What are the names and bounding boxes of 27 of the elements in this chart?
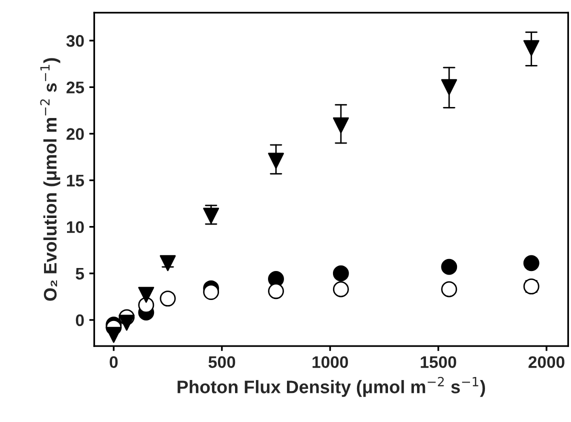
y-tick-label: 5: [76, 268, 84, 280]
point: [268, 152, 284, 169]
x-tick-label: 1500: [420, 356, 456, 368]
x-tick-label: 500: [208, 356, 236, 368]
y-axis-title: O₂ Evolution (μmol m$^{−2}$ s$^{−1}$): [40, 58, 60, 301]
point: [523, 255, 540, 272]
point: [203, 208, 220, 224]
point: [441, 79, 458, 96]
point: [332, 117, 349, 134]
y-tick-label: 30: [66, 35, 84, 47]
point: [106, 326, 122, 343]
y-tick-label: 10: [67, 221, 84, 234]
y-tick-label: 20: [66, 128, 84, 140]
point: [523, 40, 540, 56]
x-axis-title: Photon Flux Density (μmol m$^{−2}$ s$^{−1}$): [178, 376, 485, 397]
point: [441, 258, 458, 275]
point: [160, 255, 176, 272]
point: [118, 314, 135, 331]
x-tick-label: 0: [110, 356, 118, 368]
y-tick-label: 15: [67, 174, 84, 186]
y-tick-label: 0: [76, 314, 84, 326]
point: [203, 284, 220, 300]
point: [138, 286, 154, 303]
y-tick-label: 25: [66, 82, 84, 94]
x-tick-label: 1000: [312, 356, 348, 368]
x-tick-label: 2000: [528, 356, 564, 368]
point: [332, 265, 349, 282]
